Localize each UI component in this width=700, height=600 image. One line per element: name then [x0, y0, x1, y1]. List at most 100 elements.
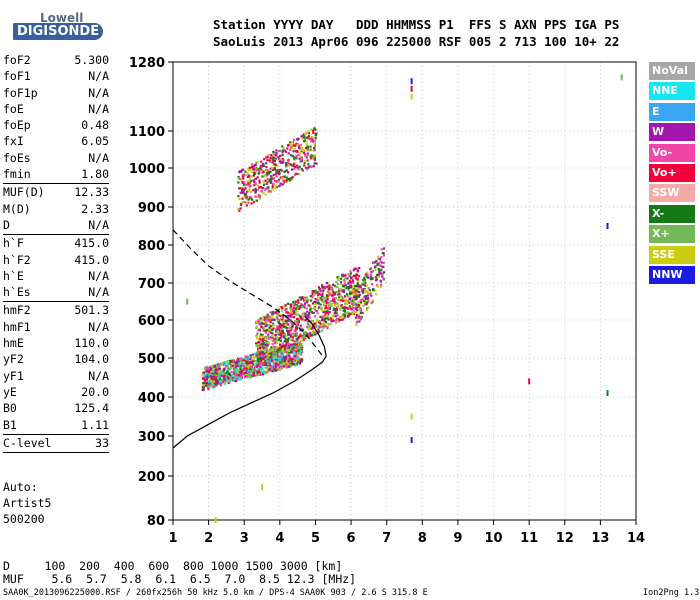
echo-point [272, 177, 275, 180]
echo-point [288, 329, 291, 332]
echo-point [287, 171, 290, 174]
echo-point [303, 335, 306, 338]
echo-point [284, 363, 287, 366]
echo-point [246, 179, 249, 183]
echo-point [324, 325, 327, 328]
echo-point [327, 307, 330, 310]
echo-point [276, 367, 280, 370]
echo-point [212, 368, 215, 371]
echo-point [334, 309, 337, 313]
echo-point [281, 310, 284, 313]
echo-point [275, 360, 278, 363]
echo-point [282, 344, 286, 347]
echo-point [333, 311, 336, 315]
echo-point [210, 364, 214, 367]
param-name: yF1 [3, 368, 24, 383]
echo-point [305, 156, 308, 159]
echo-point [284, 344, 287, 347]
param-name: h`E [3, 268, 24, 283]
echo-point [313, 153, 317, 157]
echo-point [241, 371, 245, 375]
param-row: foEs N/A [3, 150, 109, 166]
echo-point [266, 154, 269, 157]
echo-point [257, 368, 260, 371]
echo-point [299, 315, 302, 318]
echo-point [270, 360, 274, 363]
echo-point [226, 379, 229, 382]
echo-point [263, 316, 267, 319]
echo-point [295, 331, 298, 335]
echo-point [343, 282, 346, 285]
echo-point [205, 370, 208, 373]
echo-point [341, 296, 344, 299]
echo-point [242, 364, 246, 368]
echo-point [288, 348, 292, 351]
echo-point [272, 173, 275, 177]
echo-point [243, 188, 246, 192]
echo-point [277, 321, 281, 325]
echo-point [245, 198, 248, 201]
echo-point [292, 316, 296, 319]
param-row: yE 20.0 [3, 384, 109, 400]
echo-point [247, 184, 250, 187]
echo-point [297, 361, 300, 364]
echo-point [328, 311, 331, 314]
echo-point [271, 158, 274, 161]
echo-point [242, 358, 245, 361]
echo-point [264, 325, 267, 328]
param-value: 6.05 [81, 134, 109, 149]
echo-point [201, 377, 205, 380]
echo-point [379, 285, 383, 289]
echo-point [323, 297, 326, 300]
param-row: h`F 415.0 [3, 235, 109, 251]
echo-point [219, 382, 222, 385]
echo-point [323, 322, 326, 325]
echo-point [274, 169, 277, 172]
echo-point [245, 196, 248, 199]
echo-point [300, 358, 304, 361]
echo-point [357, 305, 360, 308]
param-value: 415.0 [74, 252, 109, 267]
echo-point [236, 367, 239, 370]
echo-point [269, 153, 273, 157]
echo-point [283, 335, 286, 338]
echo-point [258, 346, 262, 349]
echo-point [321, 284, 324, 287]
echo-point [264, 350, 267, 353]
echo-point [247, 198, 250, 201]
param-value: 1.11 [81, 417, 109, 432]
echo-point [266, 171, 269, 174]
echo-point [261, 175, 264, 178]
echo-point [273, 353, 276, 356]
echo-point [294, 349, 297, 352]
echo-point [228, 379, 232, 382]
echo-point [207, 367, 210, 370]
echo-point [365, 307, 369, 310]
echo-point [253, 164, 256, 167]
echo-point [296, 337, 300, 340]
echo-point [334, 307, 338, 311]
echo-point [307, 163, 310, 166]
echo-point [259, 368, 263, 371]
echo-point [346, 302, 349, 305]
echo-point [312, 165, 315, 168]
echo-point [301, 169, 304, 172]
echo-point [318, 321, 321, 324]
echo-point [364, 275, 367, 278]
echo-point [303, 311, 306, 314]
echo-point [348, 279, 351, 283]
echo-point-sparse [528, 378, 531, 385]
echo-point [275, 186, 278, 189]
echo-point [326, 295, 329, 298]
echo-point [231, 364, 234, 367]
echo-point [309, 137, 312, 140]
echo-point [256, 363, 259, 367]
echo-point [207, 369, 210, 372]
echo-point [273, 318, 276, 322]
echo-point [366, 297, 369, 300]
echo-point [265, 350, 268, 353]
echo-point [301, 318, 304, 321]
echo-point [266, 351, 269, 354]
echo-point [239, 367, 242, 370]
echo-point [294, 326, 298, 329]
